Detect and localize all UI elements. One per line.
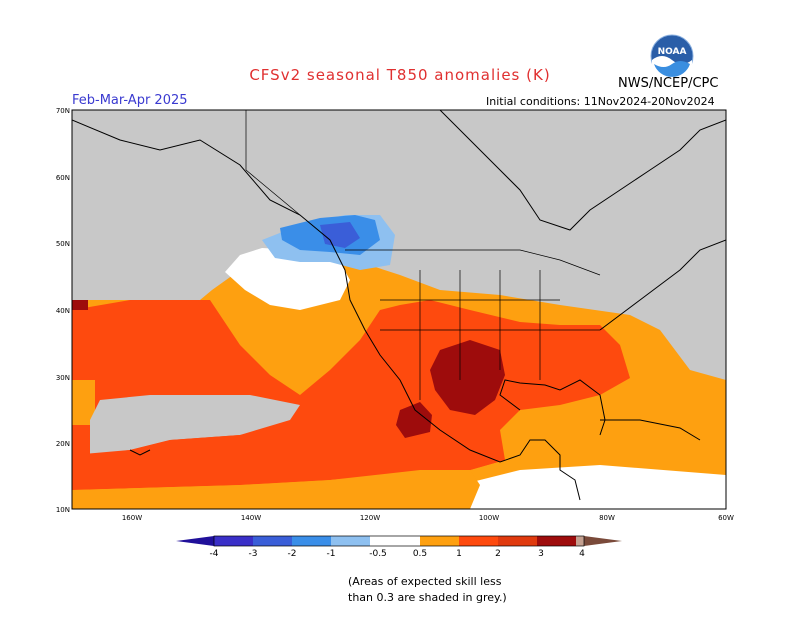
skill-note-line2: than 0.3 are shaded in grey.) bbox=[348, 591, 507, 604]
state-borders bbox=[245, 110, 601, 400]
lon-label: 80W bbox=[599, 514, 615, 522]
legend-label: 3 bbox=[538, 549, 544, 559]
legend-swatch bbox=[537, 536, 576, 546]
lat-label: 70N bbox=[56, 107, 70, 115]
latitude-labels: 70N 60N 50N 40N 30N 20N 10N bbox=[56, 107, 70, 514]
lat-label: 60N bbox=[56, 174, 70, 182]
anomaly-2-3-region bbox=[72, 300, 88, 310]
anomaly-0p5-1-region bbox=[72, 470, 480, 509]
legend-swatch bbox=[176, 536, 214, 546]
legend-label: -0.5 bbox=[369, 549, 387, 559]
neutral-region bbox=[460, 465, 726, 509]
legend-label: 2 bbox=[495, 549, 501, 559]
lat-label: 10N bbox=[56, 506, 70, 514]
legend-swatch bbox=[292, 536, 331, 546]
neutral-region bbox=[225, 248, 350, 310]
lat-label: 40N bbox=[56, 307, 70, 315]
legend-swatch bbox=[370, 536, 420, 546]
anomaly-2-3-region bbox=[396, 402, 432, 438]
legend-swatch bbox=[214, 536, 253, 546]
legend-swatch bbox=[584, 536, 622, 546]
map-title: CFSv2 seasonal T850 anomalies (K) bbox=[249, 66, 551, 84]
anomaly-neg3-neg2-region bbox=[320, 222, 360, 248]
legend-swatch bbox=[498, 536, 537, 546]
legend-label: -3 bbox=[249, 549, 258, 559]
lon-label: 100W bbox=[479, 514, 499, 522]
anomaly-1-2-region bbox=[72, 425, 505, 490]
longitude-labels: 160W 140W 120W 100W 80W 60W bbox=[122, 514, 734, 522]
legend-label: 1 bbox=[456, 549, 462, 559]
legend-swatch bbox=[576, 536, 584, 546]
noaa-logo-icon: NOAA bbox=[650, 34, 694, 78]
legend-label: 0.5 bbox=[413, 549, 427, 559]
legend-label: -4 bbox=[210, 549, 219, 559]
logo-text: NOAA bbox=[658, 47, 687, 57]
organization-label: NWS/NCEP/CPC bbox=[618, 76, 719, 91]
initial-conditions-label: Initial conditions: 11Nov2024-20Nov2024 bbox=[486, 95, 715, 108]
low-skill-region bbox=[90, 395, 300, 455]
season-label: Feb-Mar-Apr 2025 bbox=[72, 93, 188, 108]
legend-label: -2 bbox=[288, 549, 297, 559]
legend-swatch bbox=[253, 536, 292, 546]
anomaly-0p5-1-region bbox=[72, 380, 95, 425]
lat-label: 30N bbox=[56, 374, 70, 382]
lat-label: 50N bbox=[56, 240, 70, 248]
skill-note-line1: (Areas of expected skill less bbox=[348, 575, 502, 588]
lon-label: 60W bbox=[718, 514, 734, 522]
lat-label: 20N bbox=[56, 440, 70, 448]
lon-label: 140W bbox=[241, 514, 261, 522]
legend-swatch bbox=[331, 536, 370, 546]
map-frame bbox=[71, 109, 727, 510]
coastline-outlines bbox=[72, 110, 726, 501]
lon-label: 160W bbox=[122, 514, 142, 522]
color-legend: -4 -3 -2 -1 -0.5 0.5 1 2 3 4 bbox=[176, 535, 622, 559]
legend-label: -1 bbox=[327, 549, 336, 559]
legend-swatch bbox=[459, 536, 498, 546]
lon-label: 120W bbox=[360, 514, 380, 522]
legend-label: 4 bbox=[579, 549, 585, 559]
skill-note: (Areas of expected skill less than 0.3 a… bbox=[348, 574, 507, 606]
legend-swatch bbox=[420, 536, 459, 546]
anomaly-2-3-region bbox=[430, 340, 505, 415]
